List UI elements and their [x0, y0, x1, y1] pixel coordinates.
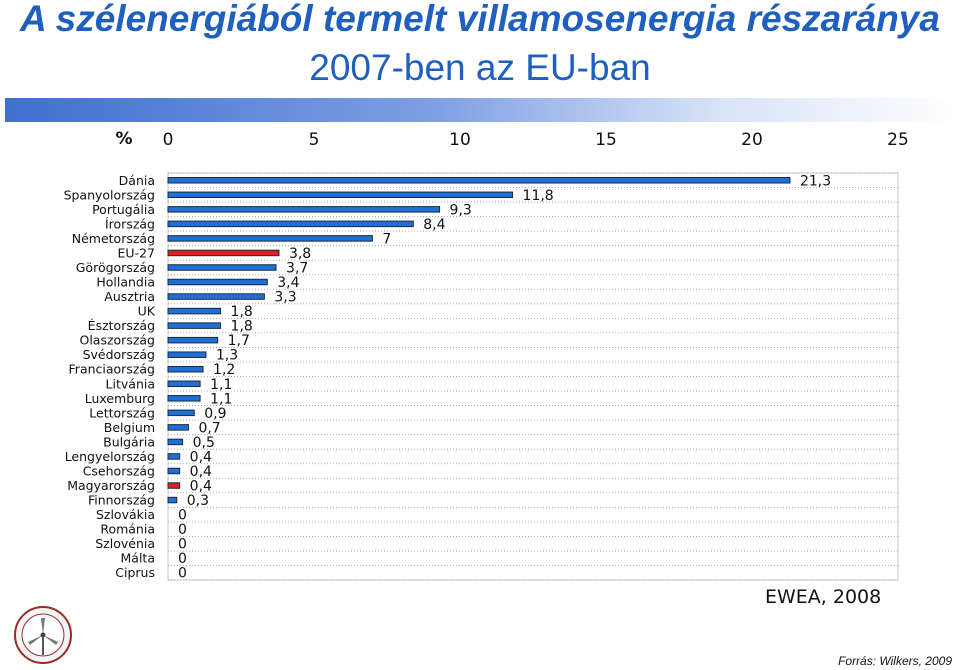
- category-label: Olaszország: [79, 333, 155, 348]
- bar: [167, 351, 207, 358]
- bar: [167, 307, 222, 315]
- organization-seal-icon: [14, 606, 72, 664]
- bar: [167, 409, 195, 417]
- data-label: 0: [178, 522, 187, 538]
- data-label: 9,3: [450, 202, 472, 218]
- x-tick-label: 5: [309, 130, 320, 150]
- data-label: 3,7: [286, 260, 308, 276]
- category-label: Ciprus: [115, 565, 155, 580]
- bar: [167, 380, 201, 388]
- chart-subtitle: 2007-ben az EU-ban: [309, 47, 651, 88]
- category-label: Szlovénia: [95, 536, 155, 551]
- data-label: 1,1: [210, 377, 232, 393]
- bar: [167, 220, 414, 228]
- data-label: 3,8: [289, 246, 311, 262]
- bar-highlighted: [167, 249, 280, 257]
- data-label: 11,8: [523, 188, 554, 204]
- data-label: 1,2: [213, 362, 235, 378]
- data-label: 3,3: [274, 290, 296, 306]
- category-label: Románia: [100, 522, 155, 537]
- category-label: Írország: [105, 216, 155, 231]
- data-label: 1,8: [231, 319, 253, 335]
- bar: [167, 177, 791, 184]
- bar: [167, 467, 181, 475]
- bar: [167, 293, 265, 300]
- bar: [167, 453, 181, 460]
- data-label: 0: [178, 537, 187, 553]
- category-label: Litvánia: [106, 376, 155, 391]
- category-label: Hollandia: [96, 275, 155, 290]
- bar: [167, 264, 277, 271]
- x-tick-label: 25: [887, 130, 909, 150]
- x-tick-label: 0: [163, 130, 174, 150]
- data-label: 0,3: [187, 493, 209, 509]
- data-label: 1,8: [231, 304, 253, 320]
- data-label: 0,7: [198, 420, 220, 436]
- data-label: 7: [382, 231, 391, 247]
- category-label: Finnország: [88, 493, 155, 508]
- category-label: Szlovákia: [96, 507, 155, 522]
- category-label: Ausztria: [104, 289, 155, 304]
- bar-highlighted: [167, 482, 181, 489]
- data-label: 3,4: [277, 275, 299, 291]
- data-label: 1,1: [210, 391, 232, 407]
- category-label: Spanyolország: [64, 187, 155, 202]
- bar: [167, 322, 222, 329]
- bar: [167, 424, 189, 431]
- category-label: Németország: [72, 231, 155, 246]
- bar: [167, 191, 514, 199]
- bar: [167, 278, 268, 286]
- x-tick-label: 20: [741, 130, 763, 150]
- bar: [167, 235, 373, 242]
- category-label: Csehország: [83, 463, 155, 478]
- data-label: 0,4: [190, 464, 212, 480]
- category-label: Magyarország: [67, 478, 155, 493]
- data-label: 21,3: [800, 173, 831, 189]
- category-label: Dánia: [119, 173, 155, 188]
- category-label: Lengyelország: [65, 449, 155, 464]
- bar: [167, 438, 184, 446]
- data-label: 0: [178, 508, 187, 524]
- data-label: 0: [178, 551, 187, 567]
- axis-unit-label: %: [115, 129, 132, 149]
- category-label: Franciaország: [69, 362, 155, 377]
- bar: [167, 206, 441, 213]
- category-label: Belgium: [104, 420, 155, 435]
- data-label: 0,4: [190, 479, 212, 495]
- data-label: 0,9: [204, 406, 226, 422]
- data-label: 1,7: [228, 333, 250, 349]
- accent-bar: [5, 98, 960, 122]
- category-label: Lettország: [89, 405, 155, 420]
- category-label: EU-27: [118, 245, 155, 260]
- chart-title: A szélenergiából termelt villamosenergia…: [20, 0, 940, 39]
- data-label: 0,4: [190, 449, 212, 465]
- data-label: 0,5: [193, 435, 215, 451]
- category-label: Bulgária: [103, 434, 155, 449]
- bar: [167, 496, 178, 504]
- category-label: UK: [138, 304, 156, 319]
- category-label: Málta: [121, 551, 155, 566]
- category-label: Svédország: [83, 347, 155, 362]
- bar: [167, 395, 201, 402]
- x-tick-label: 10: [449, 130, 471, 150]
- plot-area: [167, 172, 899, 581]
- source-label: EWEA, 2008: [765, 586, 882, 608]
- data-label: 0: [178, 566, 187, 582]
- bar: [167, 365, 204, 373]
- x-tick-label: 15: [595, 130, 617, 150]
- credit-note: Forrás: Wilkers, 2009: [838, 654, 952, 668]
- category-label: Portugália: [92, 202, 155, 217]
- category-label: Görögország: [76, 260, 155, 275]
- bar: [167, 336, 219, 344]
- category-label: Észtország: [88, 318, 155, 333]
- data-label: 8,4: [423, 217, 445, 233]
- data-label: 1,3: [216, 348, 238, 364]
- category-label: Luxemburg: [85, 391, 155, 406]
